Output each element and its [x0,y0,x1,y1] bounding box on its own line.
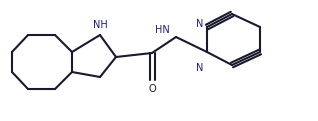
Text: O: O [148,84,156,94]
Text: HN: HN [155,25,170,35]
Text: NH: NH [93,20,107,30]
Text: N: N [196,63,203,73]
Text: N: N [196,19,203,29]
